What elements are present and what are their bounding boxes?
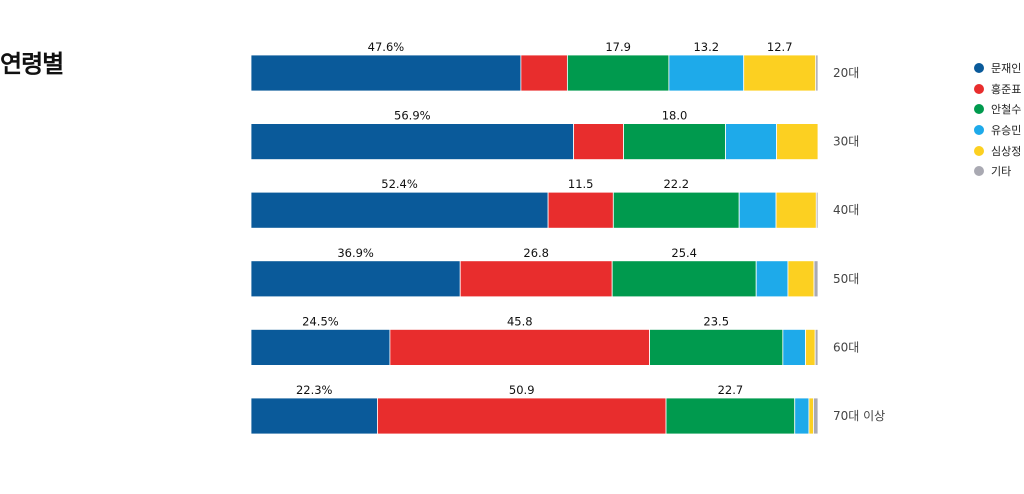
bar-segment-6-5 bbox=[808, 397, 814, 435]
bar-segment-2-4 bbox=[725, 123, 778, 160]
category-label-2: 30대 bbox=[833, 135, 859, 149]
bar-segment-1-6 bbox=[815, 54, 819, 92]
bar-segment-3-4 bbox=[738, 191, 777, 229]
bar-segment-3-2 bbox=[547, 191, 614, 229]
legend-swatch-6 bbox=[974, 166, 984, 177]
data-label-2-3: 18.0 bbox=[662, 109, 688, 123]
bar-segment-5-5 bbox=[805, 328, 816, 366]
bar-segment-2-1 bbox=[250, 123, 575, 160]
data-label-6-3: 22.7 bbox=[718, 383, 744, 397]
legend-label-3: 안철수 bbox=[991, 103, 1022, 117]
bar-segment-2-5 bbox=[776, 123, 819, 160]
bar-segment-1-3 bbox=[566, 54, 670, 92]
bar-segment-1-1 bbox=[250, 54, 522, 92]
data-label-3-2: 11.5 bbox=[568, 177, 594, 191]
category-label-4: 50대 bbox=[833, 272, 859, 286]
legend-swatch-2 bbox=[974, 83, 984, 94]
data-label-5-3: 23.5 bbox=[703, 314, 729, 328]
legend-swatch-1 bbox=[974, 63, 984, 74]
bar-segment-1-5 bbox=[743, 54, 817, 92]
data-label-1-4: 13.2 bbox=[693, 40, 719, 54]
legend-label-4: 유승민 bbox=[991, 124, 1022, 138]
legend-swatch-4 bbox=[974, 125, 984, 136]
bar-segment-5-2 bbox=[389, 328, 651, 366]
legend-item-1: 문재인 bbox=[974, 58, 1021, 79]
bar-segment-4-6 bbox=[813, 260, 819, 298]
data-label-4-1: 36.9% bbox=[337, 246, 374, 260]
legend-item-3: 안철수 bbox=[974, 99, 1021, 120]
legend-label-2: 홍준표 bbox=[991, 82, 1022, 96]
bar-segment-3-5 bbox=[775, 191, 817, 229]
bar-segment-3-3 bbox=[612, 191, 740, 229]
chart-title: 연령별 bbox=[0, 50, 64, 78]
legend-swatch-3 bbox=[974, 104, 984, 115]
data-label-3-3: 22.2 bbox=[663, 177, 689, 191]
bar-segment-5-1 bbox=[250, 328, 391, 366]
data-label-4-2: 26.8 bbox=[523, 246, 549, 260]
legend-label-6: 기타 bbox=[991, 165, 1012, 179]
bar-segment-4-1 bbox=[250, 260, 461, 298]
bar-segment-3-6 bbox=[815, 191, 819, 229]
data-label-6-2: 50.9 bbox=[509, 383, 535, 397]
category-label-6: 70대 이상 bbox=[833, 409, 885, 423]
legend-item-6: 기타 bbox=[974, 161, 1021, 182]
data-label-4-3: 25.4 bbox=[671, 246, 697, 260]
data-label-1-1: 47.6% bbox=[368, 40, 405, 54]
bar-segment-6-4 bbox=[794, 397, 810, 435]
data-label-1-5: 12.7 bbox=[767, 40, 793, 54]
legend-item-4: 유승민 bbox=[974, 120, 1021, 141]
bar-segment-6-1 bbox=[250, 397, 378, 435]
data-label-6-1: 22.3% bbox=[296, 383, 333, 397]
data-label-1-3: 17.9 bbox=[605, 40, 631, 54]
data-label-2-1: 56.9% bbox=[394, 109, 431, 123]
legend-label-5: 심상정 bbox=[991, 144, 1022, 158]
bar-segment-6-2 bbox=[377, 397, 667, 435]
bar-segment-5-3 bbox=[649, 328, 784, 366]
data-label-5-1: 24.5% bbox=[302, 314, 339, 328]
bar-segment-4-4 bbox=[755, 260, 789, 298]
bar-segment-4-2 bbox=[459, 260, 613, 298]
bar-segment-4-5 bbox=[787, 260, 815, 298]
bar-segment-5-4 bbox=[782, 328, 806, 366]
bar-segment-6-3 bbox=[665, 397, 796, 435]
bar-segment-3-1 bbox=[250, 191, 549, 229]
legend-item-5: 심상정 bbox=[974, 140, 1021, 161]
category-label-3: 40대 bbox=[833, 203, 859, 217]
bar-segment-1-2 bbox=[520, 54, 568, 92]
bar-segment-5-6 bbox=[814, 328, 819, 366]
data-label-5-2: 45.8 bbox=[507, 314, 533, 328]
category-label-5: 60대 bbox=[833, 340, 859, 354]
bar-segment-1-4 bbox=[668, 54, 745, 92]
data-label-3-1: 52.4% bbox=[381, 177, 418, 191]
legend-label-1: 문재인 bbox=[991, 62, 1022, 76]
bar-segment-4-3 bbox=[611, 260, 757, 298]
legend-item-2: 홍준표 bbox=[974, 79, 1021, 100]
bar-segment-6-6 bbox=[813, 397, 819, 435]
bar-segment-2-2 bbox=[573, 123, 624, 160]
category-label-1: 20대 bbox=[833, 66, 859, 80]
legend-swatch-5 bbox=[974, 145, 984, 156]
bar-segment-2-3 bbox=[623, 123, 726, 160]
